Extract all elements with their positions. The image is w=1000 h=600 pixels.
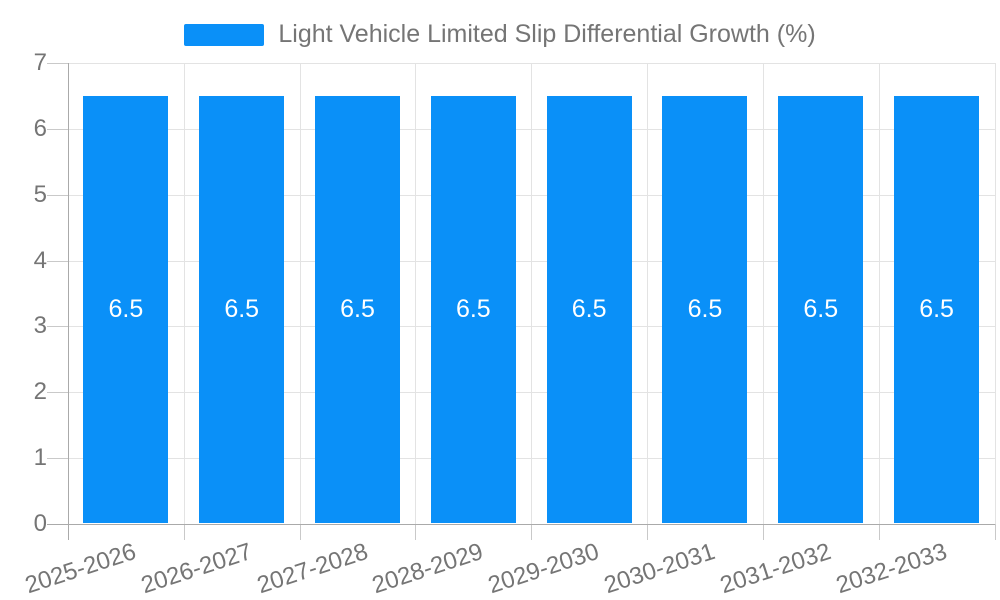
x-tick [994,524,996,540]
v-gridline [531,63,533,524]
bar[interactable]: 6.5 [778,95,864,523]
y-tick-label: 2 [33,378,47,406]
x-tick [878,524,880,540]
chart-legend[interactable]: Light Vehicle Limited Slip Differential … [0,20,1000,49]
x-tick [531,524,533,540]
bar-value-label: 6.5 [455,294,491,323]
v-gridline [878,63,880,524]
v-gridline [994,63,996,524]
y-tick-label: 3 [33,312,47,340]
bar[interactable]: 6.5 [546,95,632,523]
y-tick-label: 0 [33,510,47,537]
y-tick-label: 5 [33,180,47,208]
v-gridline [183,63,185,524]
bar-value-label: 6.5 [224,294,260,323]
x-tick [183,524,185,540]
bar-value-label: 6.5 [919,294,954,323]
v-gridline [415,63,417,524]
x-tick [415,524,417,540]
bar[interactable]: 6.5 [315,95,401,523]
v-gridline [299,63,301,524]
x-axis-line [47,524,995,525]
x-tick [762,524,764,540]
bar[interactable]: 6.5 [199,95,285,523]
y-tick-label: 4 [33,246,47,274]
bar-value-label: 6.5 [340,294,375,323]
legend-swatch [184,23,265,46]
bar-value-label: 6.5 [803,294,839,323]
y-tick-label: 7 [33,49,47,76]
y-tick-label: 6 [33,114,47,142]
legend-label: Light Vehicle Limited Slip Differential … [278,20,816,48]
x-tick [299,524,301,540]
bar[interactable]: 6.5 [83,95,169,523]
bar-value-label: 6.5 [108,294,144,323]
x-tick [647,524,649,540]
y-axis-line [68,63,69,540]
y-tick [47,128,68,130]
y-tick [47,326,68,328]
y-tick-label: 1 [33,444,47,472]
y-tick [47,63,68,64]
y-tick [47,260,68,262]
bar[interactable]: 6.5 [894,95,980,523]
v-gridline [647,63,649,524]
y-tick [47,392,68,394]
bar[interactable]: 6.5 [430,95,516,523]
bar-value-label: 6.5 [687,294,723,323]
bar[interactable]: 6.5 [662,95,748,523]
y-tick [47,194,68,196]
y-tick [47,458,68,460]
v-gridline [762,63,764,524]
bar-value-label: 6.5 [571,294,607,323]
